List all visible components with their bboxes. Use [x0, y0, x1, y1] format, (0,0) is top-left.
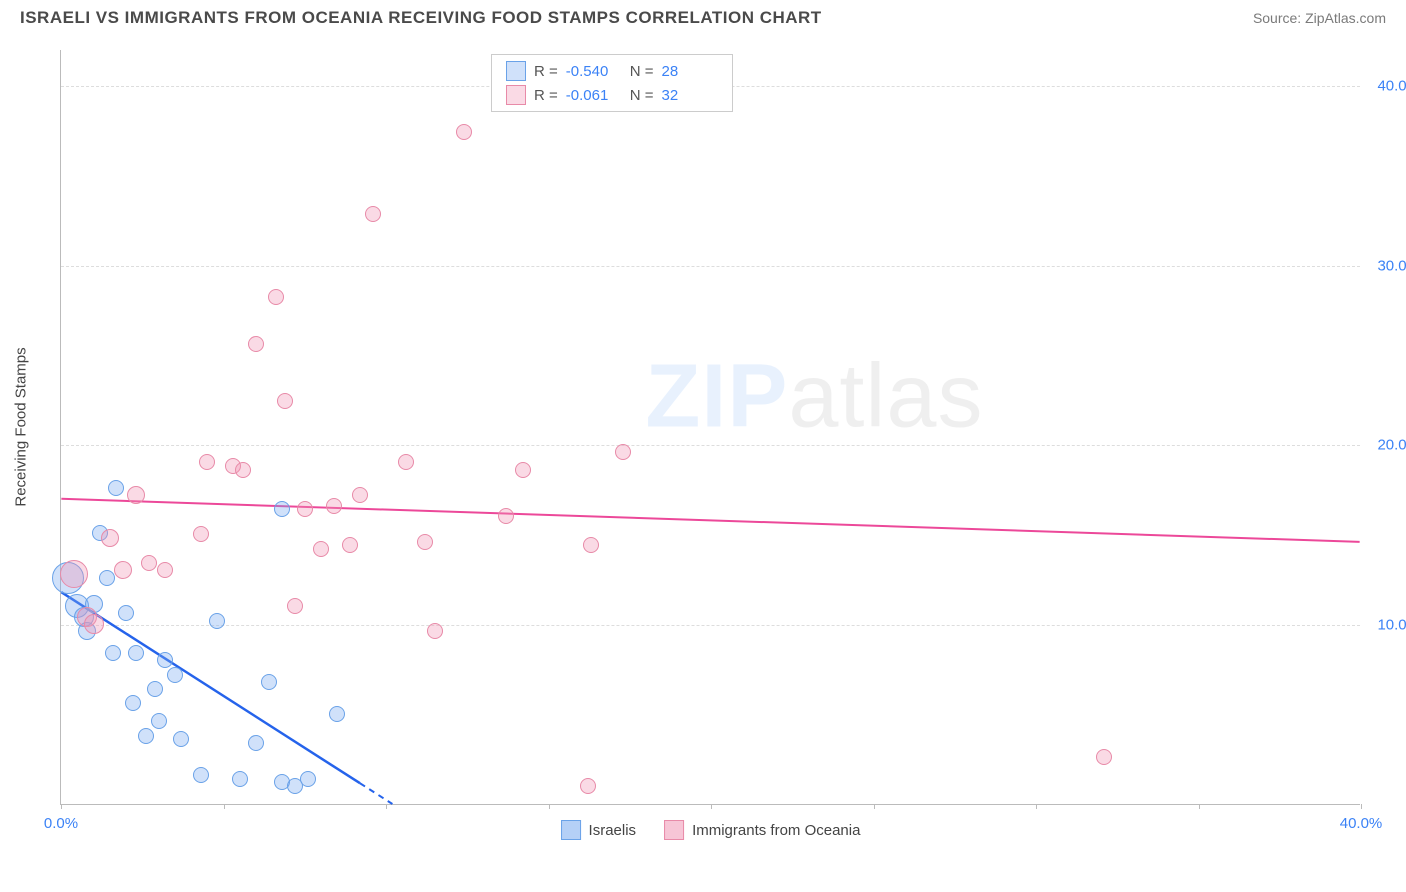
x-tick-label: 0.0%: [44, 815, 78, 832]
scatter-point: [342, 537, 358, 553]
scatter-point: [101, 529, 119, 547]
x-tick-mark: [1361, 804, 1362, 809]
y-tick-label: 10.0%: [1365, 617, 1406, 634]
scatter-point: [274, 501, 290, 517]
legend-swatch: [506, 61, 526, 81]
scatter-point: [105, 645, 121, 661]
scatter-point: [365, 206, 381, 222]
scatter-point: [615, 444, 631, 460]
y-axis-label: Receiving Food Stamps: [13, 347, 30, 506]
r-value: -0.061: [566, 87, 622, 104]
x-tick-mark: [1036, 804, 1037, 809]
scatter-point: [268, 289, 284, 305]
scatter-point: [326, 498, 342, 514]
scatter-point: [173, 731, 189, 747]
scatter-point: [199, 454, 215, 470]
scatter-point: [209, 613, 225, 629]
legend-swatch: [561, 820, 581, 840]
scatter-point: [108, 480, 124, 496]
scatter-point: [125, 695, 141, 711]
correlation-legend-row: R = -0.540 N = 28: [506, 59, 718, 83]
legend-swatch: [506, 85, 526, 105]
scatter-point: [398, 454, 414, 470]
scatter-point: [84, 614, 104, 634]
y-tick-label: 30.0%: [1365, 257, 1406, 274]
series-legend-label: Immigrants from Oceania: [692, 822, 860, 839]
r-label: R =: [534, 63, 558, 80]
scatter-point: [193, 767, 209, 783]
scatter-point: [167, 667, 183, 683]
series-legend-item: Israelis: [561, 820, 637, 840]
correlation-legend: R = -0.540 N = 28 R = -0.061 N = 32: [491, 54, 733, 112]
x-tick-mark: [61, 804, 62, 809]
scatter-point: [277, 393, 293, 409]
r-label: R =: [534, 87, 558, 104]
scatter-point: [248, 336, 264, 352]
scatter-point: [193, 526, 209, 542]
scatter-point: [583, 537, 599, 553]
trend-line-dashed: [360, 783, 392, 804]
scatter-point: [287, 598, 303, 614]
scatter-point: [427, 623, 443, 639]
scatter-point: [128, 645, 144, 661]
x-tick-mark: [224, 804, 225, 809]
x-tick-mark: [874, 804, 875, 809]
scatter-point: [232, 771, 248, 787]
scatter-point: [456, 124, 472, 140]
legend-swatch: [664, 820, 684, 840]
scatter-point: [127, 486, 145, 504]
scatter-point: [138, 728, 154, 744]
scatter-point: [515, 462, 531, 478]
scatter-point: [157, 652, 173, 668]
scatter-point: [151, 713, 167, 729]
n-label: N =: [630, 63, 654, 80]
y-tick-label: 20.0%: [1365, 437, 1406, 454]
scatter-point: [1096, 749, 1112, 765]
scatter-point: [297, 501, 313, 517]
trend-lines-layer: [61, 50, 1360, 804]
scatter-point: [498, 508, 514, 524]
chart-source: Source: ZipAtlas.com: [1253, 10, 1386, 26]
r-value: -0.540: [566, 63, 622, 80]
scatter-point: [580, 778, 596, 794]
y-tick-label: 40.0%: [1365, 77, 1406, 94]
series-legend: Israelis Immigrants from Oceania: [561, 820, 861, 840]
scatter-point: [261, 674, 277, 690]
x-tick-mark: [711, 804, 712, 809]
scatter-point: [118, 605, 134, 621]
series-legend-item: Immigrants from Oceania: [664, 820, 860, 840]
scatter-point: [141, 555, 157, 571]
trend-line: [61, 499, 1359, 542]
chart-title: ISRAELI VS IMMIGRANTS FROM OCEANIA RECEI…: [20, 8, 822, 28]
x-tick-mark: [1199, 804, 1200, 809]
chart-plot-area: Receiving Food Stamps ZIPatlas 10.0%20.0…: [60, 50, 1360, 805]
n-label: N =: [630, 87, 654, 104]
scatter-point: [300, 771, 316, 787]
scatter-point: [417, 534, 433, 550]
x-tick-label: 40.0%: [1340, 815, 1383, 832]
correlation-legend-row: R = -0.061 N = 32: [506, 83, 718, 107]
scatter-point: [99, 570, 115, 586]
x-tick-mark: [386, 804, 387, 809]
series-legend-label: Israelis: [589, 822, 637, 839]
scatter-point: [352, 487, 368, 503]
n-value: 28: [662, 63, 718, 80]
chart-header: ISRAELI VS IMMIGRANTS FROM OCEANIA RECEI…: [0, 0, 1406, 32]
scatter-point: [114, 561, 132, 579]
scatter-point: [60, 560, 88, 588]
x-tick-mark: [549, 804, 550, 809]
scatter-point: [147, 681, 163, 697]
scatter-point: [235, 462, 251, 478]
scatter-point: [248, 735, 264, 751]
scatter-point: [329, 706, 345, 722]
scatter-point: [313, 541, 329, 557]
n-value: 32: [662, 87, 718, 104]
scatter-point: [157, 562, 173, 578]
